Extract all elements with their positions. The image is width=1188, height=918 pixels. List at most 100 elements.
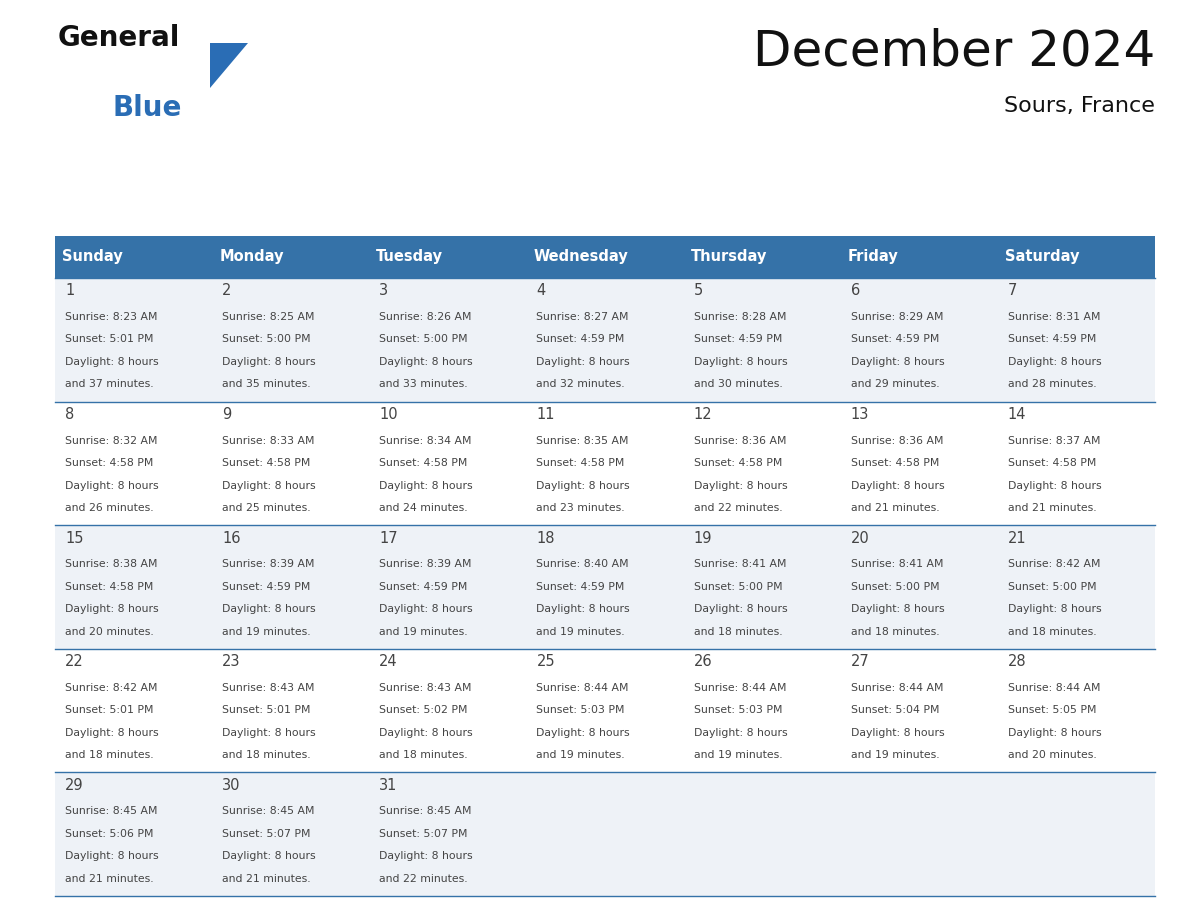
Text: 16: 16 bbox=[222, 531, 241, 545]
Text: Daylight: 8 hours: Daylight: 8 hours bbox=[379, 728, 473, 738]
Text: 31: 31 bbox=[379, 778, 398, 793]
Text: Daylight: 8 hours: Daylight: 8 hours bbox=[1007, 728, 1101, 738]
Text: and 19 minutes.: and 19 minutes. bbox=[222, 627, 311, 637]
Text: and 21 minutes.: and 21 minutes. bbox=[222, 874, 311, 884]
Text: and 18 minutes.: and 18 minutes. bbox=[851, 627, 940, 637]
Text: 17: 17 bbox=[379, 531, 398, 545]
Text: 11: 11 bbox=[537, 407, 555, 422]
Text: Saturday: Saturday bbox=[1005, 250, 1080, 264]
Text: and 18 minutes.: and 18 minutes. bbox=[222, 750, 311, 760]
Text: and 21 minutes.: and 21 minutes. bbox=[65, 874, 153, 884]
Text: 22: 22 bbox=[65, 655, 83, 669]
Text: Sunrise: 8:27 AM: Sunrise: 8:27 AM bbox=[537, 312, 628, 322]
Text: Daylight: 8 hours: Daylight: 8 hours bbox=[65, 357, 159, 367]
Text: Daylight: 8 hours: Daylight: 8 hours bbox=[1007, 604, 1101, 614]
Text: Sunrise: 8:29 AM: Sunrise: 8:29 AM bbox=[851, 312, 943, 322]
Text: General: General bbox=[58, 24, 181, 52]
Text: and 28 minutes.: and 28 minutes. bbox=[1007, 379, 1097, 389]
Text: Sunday: Sunday bbox=[62, 250, 122, 264]
Text: 6: 6 bbox=[851, 284, 860, 298]
Text: and 19 minutes.: and 19 minutes. bbox=[694, 750, 782, 760]
Text: Sunset: 5:00 PM: Sunset: 5:00 PM bbox=[1007, 582, 1097, 592]
Text: Sunset: 5:00 PM: Sunset: 5:00 PM bbox=[694, 582, 782, 592]
Text: 18: 18 bbox=[537, 531, 555, 545]
Text: and 24 minutes.: and 24 minutes. bbox=[379, 503, 468, 513]
Text: and 18 minutes.: and 18 minutes. bbox=[1007, 627, 1097, 637]
Text: and 21 minutes.: and 21 minutes. bbox=[1007, 503, 1097, 513]
Text: Sunset: 4:59 PM: Sunset: 4:59 PM bbox=[1007, 334, 1097, 344]
Text: and 18 minutes.: and 18 minutes. bbox=[379, 750, 468, 760]
Text: Daylight: 8 hours: Daylight: 8 hours bbox=[537, 357, 630, 367]
Text: Sunset: 4:58 PM: Sunset: 4:58 PM bbox=[537, 458, 625, 468]
Text: Sunset: 5:05 PM: Sunset: 5:05 PM bbox=[1007, 705, 1097, 715]
Bar bbox=[526, 236, 683, 278]
Text: Daylight: 8 hours: Daylight: 8 hours bbox=[851, 604, 944, 614]
Text: Daylight: 8 hours: Daylight: 8 hours bbox=[851, 357, 944, 367]
Text: Sunset: 4:59 PM: Sunset: 4:59 PM bbox=[379, 582, 468, 592]
Text: Daylight: 8 hours: Daylight: 8 hours bbox=[694, 604, 788, 614]
Bar bbox=[55, 236, 213, 278]
Text: Daylight: 8 hours: Daylight: 8 hours bbox=[379, 481, 473, 490]
Text: Sunset: 4:58 PM: Sunset: 4:58 PM bbox=[222, 458, 310, 468]
Text: Daylight: 8 hours: Daylight: 8 hours bbox=[379, 357, 473, 367]
Text: Daylight: 8 hours: Daylight: 8 hours bbox=[537, 604, 630, 614]
Text: Sunrise: 8:31 AM: Sunrise: 8:31 AM bbox=[1007, 312, 1100, 322]
Text: Sunrise: 8:44 AM: Sunrise: 8:44 AM bbox=[694, 683, 786, 693]
Text: Blue: Blue bbox=[113, 94, 183, 122]
Text: Daylight: 8 hours: Daylight: 8 hours bbox=[65, 481, 159, 490]
Text: Sunset: 5:03 PM: Sunset: 5:03 PM bbox=[694, 705, 782, 715]
Text: and 20 minutes.: and 20 minutes. bbox=[65, 627, 153, 637]
Text: Wednesday: Wednesday bbox=[533, 250, 628, 264]
Text: Sunset: 5:07 PM: Sunset: 5:07 PM bbox=[379, 829, 468, 839]
Text: 8: 8 bbox=[65, 407, 74, 422]
Text: and 23 minutes.: and 23 minutes. bbox=[537, 503, 625, 513]
Text: Daylight: 8 hours: Daylight: 8 hours bbox=[222, 357, 316, 367]
Text: 15: 15 bbox=[65, 531, 83, 545]
Text: Sunrise: 8:45 AM: Sunrise: 8:45 AM bbox=[222, 806, 315, 816]
Text: Daylight: 8 hours: Daylight: 8 hours bbox=[851, 481, 944, 490]
Text: 20: 20 bbox=[851, 531, 870, 545]
Text: 27: 27 bbox=[851, 655, 870, 669]
Text: Daylight: 8 hours: Daylight: 8 hours bbox=[65, 604, 159, 614]
Text: Sunrise: 8:36 AM: Sunrise: 8:36 AM bbox=[694, 436, 786, 445]
Text: Sunset: 4:58 PM: Sunset: 4:58 PM bbox=[65, 458, 153, 468]
Text: Sunset: 5:00 PM: Sunset: 5:00 PM bbox=[851, 582, 940, 592]
Text: and 18 minutes.: and 18 minutes. bbox=[65, 750, 153, 760]
Bar bbox=[213, 236, 369, 278]
Text: Sunrise: 8:42 AM: Sunrise: 8:42 AM bbox=[1007, 559, 1100, 569]
Text: 29: 29 bbox=[65, 778, 83, 793]
Text: Sunrise: 8:36 AM: Sunrise: 8:36 AM bbox=[851, 436, 943, 445]
Text: Sunrise: 8:39 AM: Sunrise: 8:39 AM bbox=[222, 559, 315, 569]
Text: and 25 minutes.: and 25 minutes. bbox=[222, 503, 311, 513]
Text: 28: 28 bbox=[1007, 655, 1026, 669]
Text: Sunset: 4:59 PM: Sunset: 4:59 PM bbox=[851, 334, 939, 344]
Bar bbox=[841, 236, 998, 278]
Text: Daylight: 8 hours: Daylight: 8 hours bbox=[222, 604, 316, 614]
Bar bbox=[55, 525, 1155, 649]
Text: Sunset: 4:59 PM: Sunset: 4:59 PM bbox=[537, 334, 625, 344]
Text: Daylight: 8 hours: Daylight: 8 hours bbox=[537, 728, 630, 738]
Text: Sunrise: 8:35 AM: Sunrise: 8:35 AM bbox=[537, 436, 628, 445]
Text: and 19 minutes.: and 19 minutes. bbox=[537, 627, 625, 637]
Text: Sunrise: 8:39 AM: Sunrise: 8:39 AM bbox=[379, 559, 472, 569]
Text: Sunset: 4:59 PM: Sunset: 4:59 PM bbox=[222, 582, 310, 592]
Bar bbox=[369, 236, 526, 278]
Text: Sunset: 4:59 PM: Sunset: 4:59 PM bbox=[537, 582, 625, 592]
Text: Daylight: 8 hours: Daylight: 8 hours bbox=[1007, 481, 1101, 490]
Bar bbox=[55, 401, 1155, 525]
Text: 13: 13 bbox=[851, 407, 870, 422]
Text: and 29 minutes.: and 29 minutes. bbox=[851, 379, 940, 389]
Text: Daylight: 8 hours: Daylight: 8 hours bbox=[65, 851, 159, 861]
Text: 5: 5 bbox=[694, 284, 703, 298]
Text: Sunset: 4:59 PM: Sunset: 4:59 PM bbox=[694, 334, 782, 344]
Text: Sunrise: 8:42 AM: Sunrise: 8:42 AM bbox=[65, 683, 158, 693]
Text: Sunrise: 8:25 AM: Sunrise: 8:25 AM bbox=[222, 312, 315, 322]
Text: Sunrise: 8:33 AM: Sunrise: 8:33 AM bbox=[222, 436, 315, 445]
Text: 7: 7 bbox=[1007, 284, 1017, 298]
Text: 3: 3 bbox=[379, 284, 388, 298]
Text: Sunset: 5:04 PM: Sunset: 5:04 PM bbox=[851, 705, 940, 715]
Text: Sunset: 5:02 PM: Sunset: 5:02 PM bbox=[379, 705, 468, 715]
Bar bbox=[683, 236, 841, 278]
Text: Daylight: 8 hours: Daylight: 8 hours bbox=[65, 728, 159, 738]
Text: and 22 minutes.: and 22 minutes. bbox=[379, 874, 468, 884]
